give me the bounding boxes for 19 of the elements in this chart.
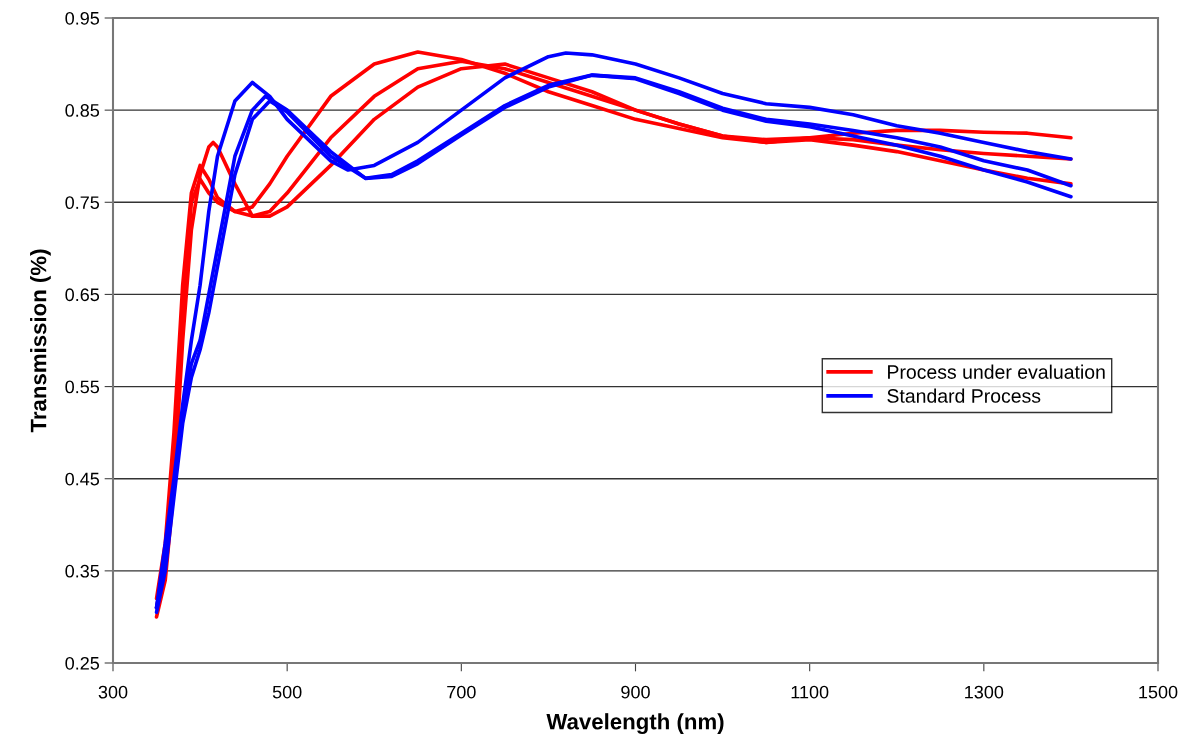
x-tick-label: 300 xyxy=(98,685,128,699)
x-tick-label: 1300 xyxy=(965,685,1004,699)
y-tick-label: 0.65 xyxy=(65,288,100,302)
x-tick-label: 700 xyxy=(447,685,476,699)
y-tick-label: 0.25 xyxy=(65,656,100,670)
x-tick-label: 1500 xyxy=(1139,685,1178,699)
x-tick-label: 500 xyxy=(272,685,302,699)
y-tick-label: 0.75 xyxy=(65,196,100,210)
x-tick-label: 900 xyxy=(621,685,650,699)
y-tick-label: 0.45 xyxy=(65,472,100,486)
legend-label: Process under evaluation xyxy=(888,364,1105,379)
legend-label: Standard Process xyxy=(887,388,1041,403)
x-tick-label: 1100 xyxy=(791,685,829,699)
x-axis-title: Wavelength (nm) xyxy=(546,713,724,734)
y-tick-label: 0.35 xyxy=(65,564,100,578)
y-tick-label: 0.85 xyxy=(65,104,100,117)
y-tick-label: 0.55 xyxy=(65,380,100,394)
y-axis-title: Transmission (%) xyxy=(30,249,51,433)
y-tick-label: 0.95 xyxy=(65,11,100,25)
